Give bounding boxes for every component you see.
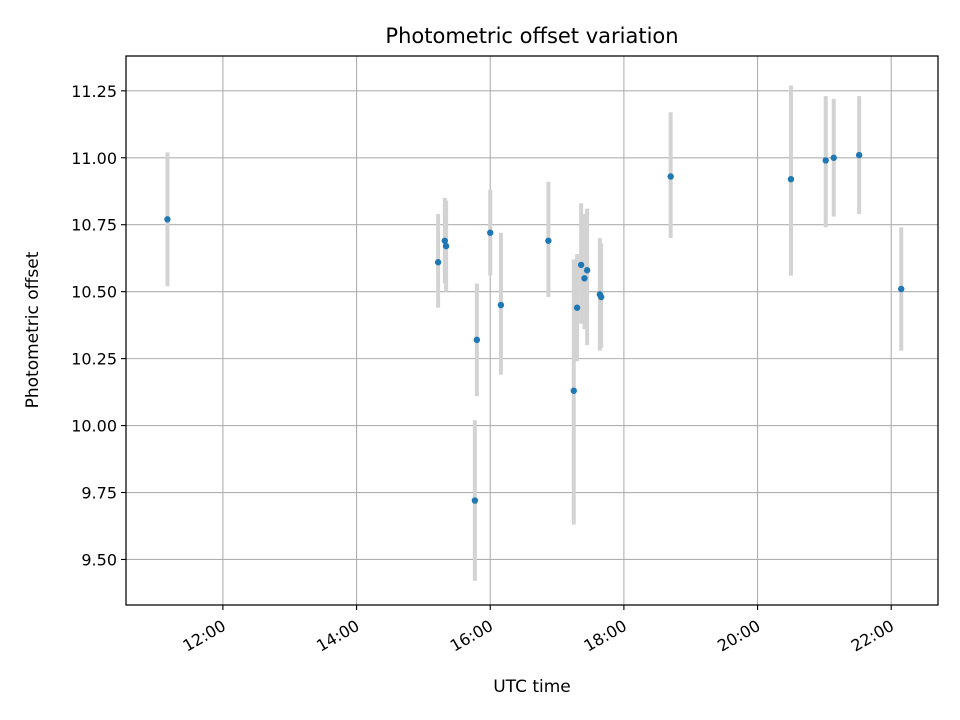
data-point [822, 157, 829, 164]
x-tick-label: 20:00 [714, 616, 763, 656]
chart-title: Photometric offset variation [385, 24, 678, 48]
x-tick-label: 12:00 [179, 616, 228, 656]
data-point [583, 267, 591, 274]
data-points [164, 151, 905, 504]
data-point [667, 173, 674, 180]
x-tick-label: 18:00 [580, 616, 629, 656]
data-point [570, 387, 577, 394]
y-tick-label: 10.00 [71, 417, 117, 436]
x-tick-label: 22:00 [848, 616, 897, 656]
y-axis-ticks: 9.50 9.75 10.00 10.25 10.50 10.75 11.00 11.25 [71, 82, 126, 569]
y-tick-label: 10.75 [71, 216, 117, 235]
x-tick-label: 16:00 [447, 616, 496, 656]
data-point [855, 151, 863, 159]
data-point [581, 275, 588, 282]
x-tick-label: 14:00 [313, 616, 362, 656]
x-axis-label: UTC time [493, 677, 571, 697]
data-point [471, 497, 479, 504]
error-bars [165, 85, 904, 581]
y-tick-label: 10.50 [71, 283, 117, 302]
data-point [898, 285, 905, 293]
x-axis-ticks: 12:00 14:00 16:00 18:00 20:00 22:00 [179, 605, 897, 656]
y-tick-label: 9.50 [81, 550, 117, 569]
data-point [830, 154, 837, 161]
y-axis-label: Photometric offset [23, 251, 43, 408]
plot-frame [125, 55, 939, 606]
data-point [164, 216, 171, 223]
data-point [441, 237, 448, 244]
data-point [442, 242, 450, 250]
data-point [787, 175, 795, 183]
data-point [434, 259, 442, 266]
y-tick-label: 11.25 [71, 82, 117, 101]
y-tick-label: 9.75 [81, 484, 117, 503]
data-point [573, 304, 581, 311]
data-point [577, 261, 585, 269]
y-tick-label: 11.00 [71, 149, 117, 168]
data-point [473, 336, 481, 344]
data-point [545, 237, 552, 244]
grid-lines [126, 56, 938, 605]
y-tick-label: 10.25 [71, 350, 117, 369]
data-point [597, 293, 605, 301]
data-point [487, 229, 494, 236]
data-point [497, 301, 505, 309]
